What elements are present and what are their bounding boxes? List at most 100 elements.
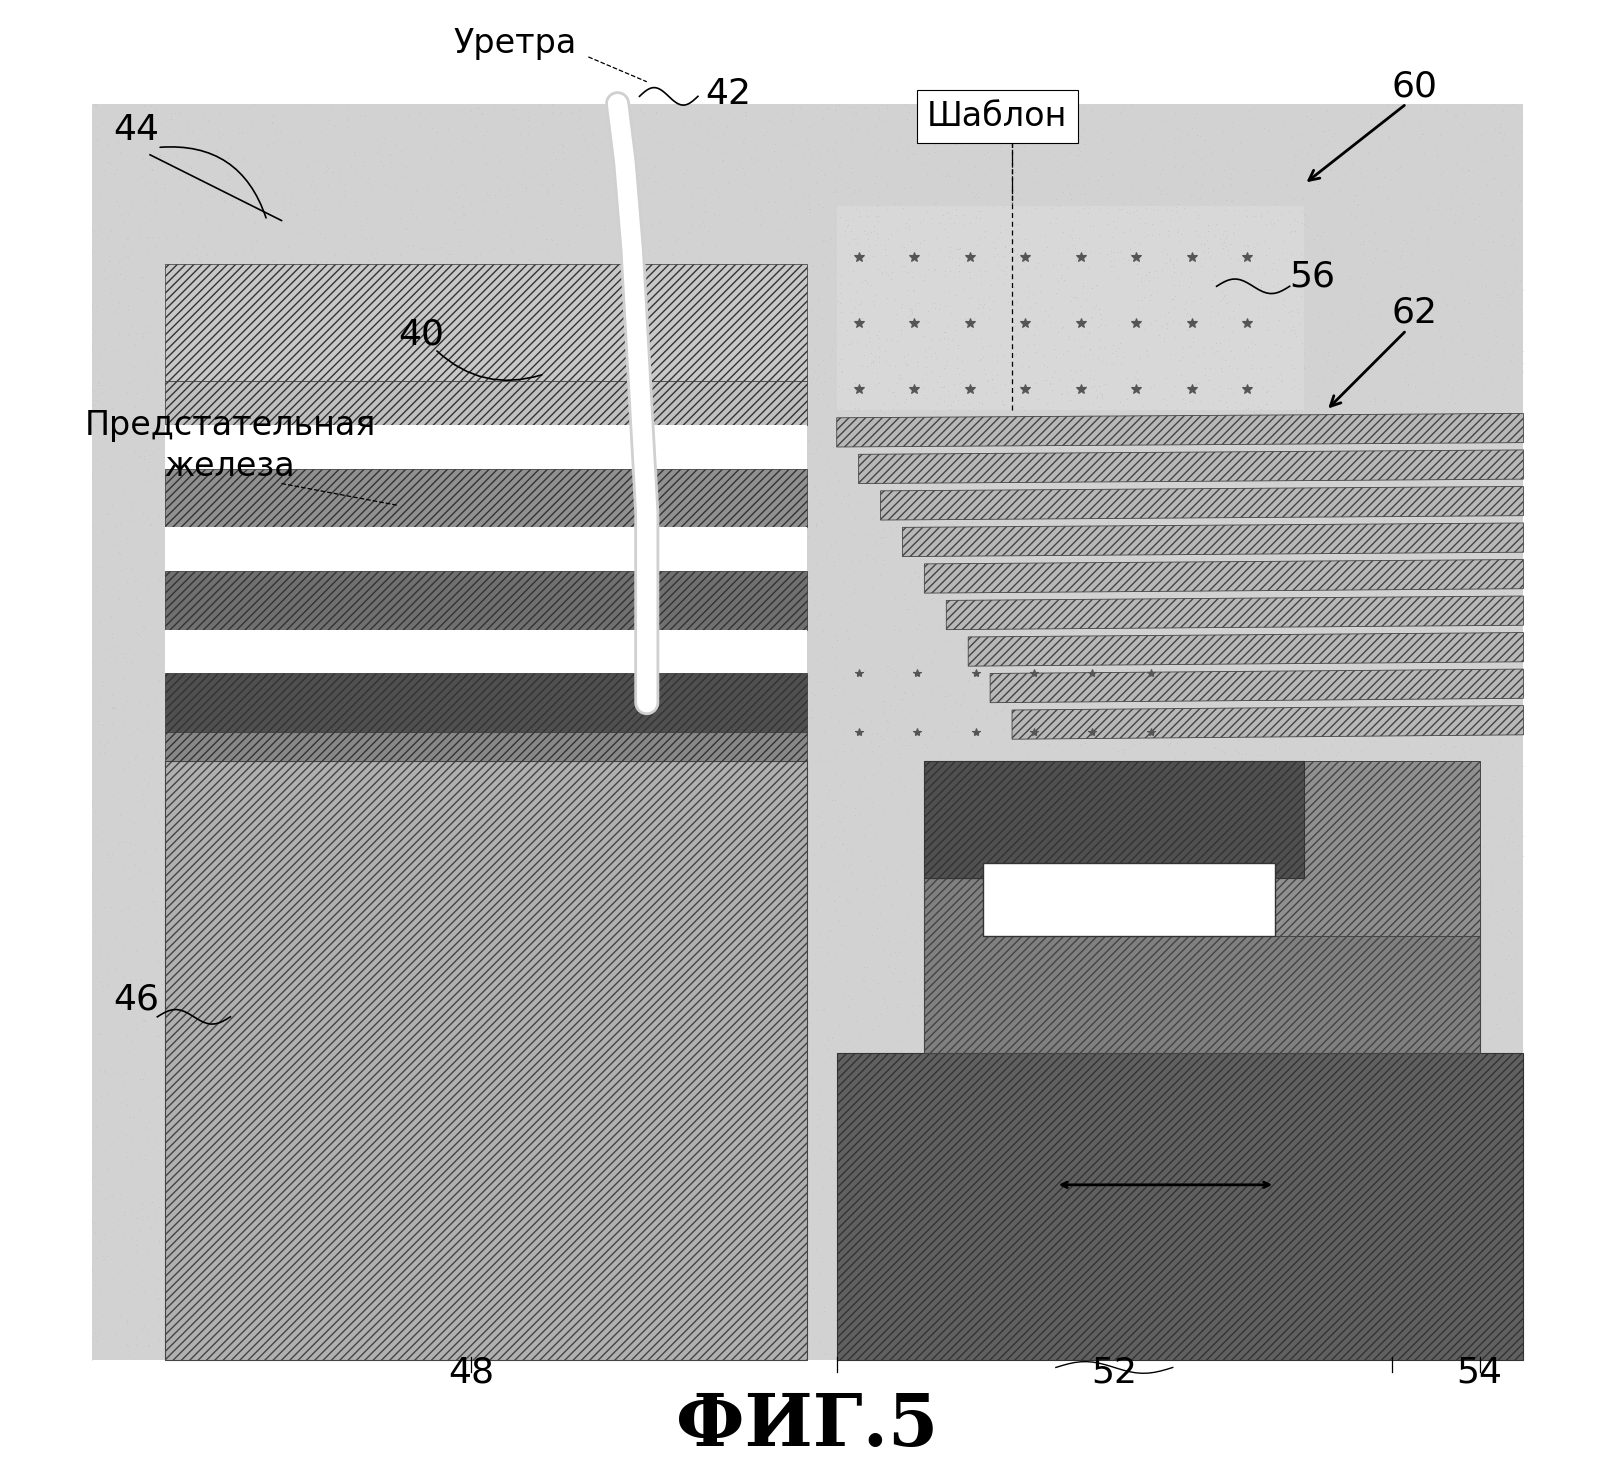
- Point: [1257, 375, 1283, 399]
- Point: [195, 818, 221, 841]
- Point: [941, 518, 967, 541]
- Point: [155, 699, 181, 722]
- Point: [302, 802, 328, 825]
- Point: [883, 307, 909, 331]
- Point: [1495, 918, 1520, 941]
- Point: [618, 112, 644, 135]
- Point: [486, 710, 512, 734]
- Point: [936, 244, 962, 268]
- Point: [1261, 1302, 1286, 1325]
- Point: [1236, 310, 1262, 334]
- Point: [633, 794, 659, 818]
- Point: [247, 766, 273, 790]
- Point: [943, 238, 968, 262]
- Point: [1088, 307, 1114, 331]
- Point: [1269, 1083, 1294, 1106]
- Point: [84, 1096, 110, 1119]
- Point: [379, 1219, 405, 1243]
- Point: [791, 915, 817, 938]
- Point: [931, 356, 957, 380]
- Point: [914, 736, 939, 759]
- Point: [336, 681, 362, 705]
- Point: [282, 260, 308, 284]
- Point: [1107, 331, 1133, 355]
- Point: [865, 99, 891, 122]
- Point: [218, 165, 244, 188]
- Point: [1319, 755, 1344, 778]
- Point: [676, 730, 702, 753]
- Point: [697, 1000, 723, 1024]
- Point: [279, 315, 305, 338]
- Point: [571, 759, 597, 783]
- Point: [754, 1109, 780, 1133]
- Point: [1262, 1094, 1288, 1118]
- Point: [274, 1319, 300, 1343]
- Point: [504, 813, 529, 837]
- Point: [445, 769, 471, 793]
- Point: [478, 365, 504, 388]
- Point: [161, 291, 187, 315]
- Point: [741, 1197, 767, 1221]
- Point: [1110, 97, 1136, 121]
- Point: [1010, 499, 1036, 522]
- Point: [742, 621, 768, 644]
- Point: [1144, 500, 1170, 524]
- Point: [1398, 400, 1424, 424]
- Point: [912, 615, 938, 638]
- Point: [636, 768, 662, 791]
- Point: [161, 522, 187, 546]
- Point: [633, 359, 659, 382]
- Point: [957, 734, 983, 758]
- Point: [730, 381, 755, 405]
- Point: [287, 878, 313, 902]
- Point: [1047, 568, 1073, 591]
- Point: [1388, 346, 1414, 369]
- Point: [160, 1034, 186, 1058]
- Text: 54: 54: [1456, 1355, 1501, 1389]
- Point: [1049, 788, 1075, 812]
- Point: [1057, 225, 1083, 249]
- Point: [1091, 937, 1117, 961]
- Point: [1252, 391, 1278, 415]
- Point: [173, 672, 199, 696]
- Point: [1293, 590, 1319, 613]
- Point: [897, 540, 923, 563]
- Point: [712, 605, 738, 628]
- Point: [1078, 1206, 1104, 1230]
- Point: [930, 972, 955, 996]
- Point: [526, 93, 552, 116]
- Point: [1046, 131, 1072, 154]
- Point: [773, 1284, 799, 1308]
- Point: [1467, 302, 1493, 325]
- Point: [1051, 341, 1077, 365]
- Point: [700, 541, 726, 565]
- Point: [1506, 174, 1532, 197]
- Point: [631, 1162, 657, 1186]
- Point: [189, 435, 215, 459]
- Point: [350, 1314, 376, 1337]
- Point: [341, 118, 366, 141]
- Point: [1089, 1337, 1115, 1361]
- Point: [965, 307, 991, 331]
- Point: [107, 510, 132, 534]
- Point: [321, 1153, 347, 1177]
- Point: [771, 210, 797, 234]
- Point: [300, 1068, 326, 1091]
- Point: [659, 1097, 684, 1121]
- Point: [612, 861, 638, 884]
- Point: [1028, 277, 1054, 300]
- Point: [973, 706, 999, 730]
- Point: [946, 268, 972, 291]
- Point: [571, 412, 597, 435]
- Point: [673, 254, 699, 278]
- Point: [702, 521, 728, 544]
- Point: [121, 356, 147, 380]
- Point: [705, 993, 731, 1016]
- Point: [207, 215, 232, 238]
- Point: [1438, 1297, 1464, 1321]
- Point: [943, 237, 968, 260]
- Point: [789, 569, 815, 593]
- Point: [249, 1083, 274, 1106]
- Point: [922, 1302, 947, 1325]
- Point: [962, 1125, 988, 1149]
